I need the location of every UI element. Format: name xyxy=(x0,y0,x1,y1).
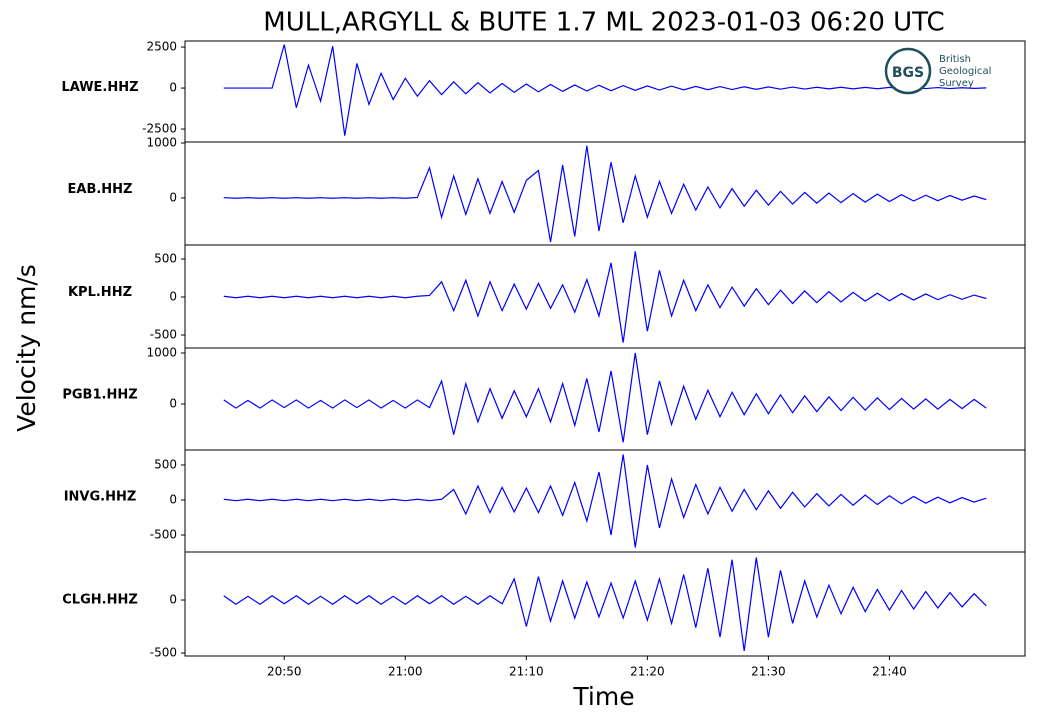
panel-frame xyxy=(184,551,1026,657)
x-tick-label: 21:00 xyxy=(388,665,423,679)
y-tick-label: 1000 xyxy=(146,135,177,149)
y-tick-label: 1000 xyxy=(146,345,177,359)
y-tick-label: 500 xyxy=(154,457,177,471)
x-axis-label: Time xyxy=(572,682,634,711)
y-tick-label: 0 xyxy=(169,289,177,303)
station-label: PGB1.HHZ xyxy=(62,388,137,403)
y-tick-label: -500 xyxy=(150,328,177,342)
y-tick-label: 0 xyxy=(169,593,177,607)
panel-frame xyxy=(184,244,1026,349)
station-label: CLGH.HHZ xyxy=(62,593,138,608)
x-tick-label: 21:20 xyxy=(630,665,665,679)
station-label: LAWE.HHZ xyxy=(61,80,138,95)
y-tick-label: 0 xyxy=(169,190,177,204)
y-tick-label: 2500 xyxy=(146,40,177,54)
chart-title: MULL,ARGYLL & BUTE 1.7 ML 2023-01-03 06:… xyxy=(263,8,944,38)
y-tick-label: -500 xyxy=(150,646,177,660)
y-tick-label: 0 xyxy=(169,492,177,506)
trace xyxy=(223,454,987,548)
trace xyxy=(223,557,987,651)
logo-text: British xyxy=(939,54,971,65)
y-tick-label: -500 xyxy=(150,527,177,541)
y-tick-label: 0 xyxy=(169,81,177,95)
x-tick-label: 21:40 xyxy=(872,665,907,679)
logo-text: Survey xyxy=(939,78,974,89)
x-tick-label: 20:50 xyxy=(267,665,302,679)
logo-ring xyxy=(884,47,932,95)
y-tick-label: 0 xyxy=(169,396,177,410)
station-label: KPL.HHZ xyxy=(68,285,132,300)
logo: BGS British Geological Survey xyxy=(884,47,991,95)
x-tick-label: 21:10 xyxy=(509,665,544,679)
trace xyxy=(223,251,987,343)
station-label: EAB.HHZ xyxy=(68,182,133,197)
y-tick-label: -2500 xyxy=(142,122,177,136)
x-tick-label: 21:30 xyxy=(751,665,786,679)
y-tick-label: 500 xyxy=(154,251,177,265)
logo-text: Geological xyxy=(939,66,991,77)
logo-abbr: BGS xyxy=(892,65,924,81)
station-label: INVG.HHZ xyxy=(64,490,137,505)
trace xyxy=(223,352,987,443)
y-axis-label: Velocity nm/s xyxy=(12,264,41,432)
trace xyxy=(223,145,987,243)
trace xyxy=(223,44,987,136)
